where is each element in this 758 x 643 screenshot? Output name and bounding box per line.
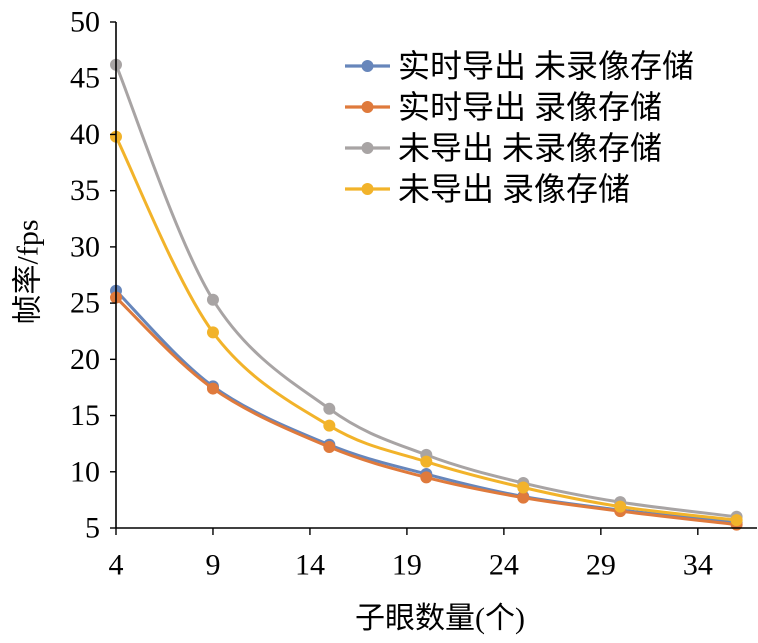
y-tick-label: 20	[70, 343, 100, 376]
data-point	[517, 491, 530, 504]
series	[110, 58, 743, 523]
data-point	[206, 293, 219, 306]
y-axis: 5 10 15 20 25 30 35 40 45 50	[70, 6, 117, 545]
data-point	[420, 471, 433, 484]
y-tick-label: 15	[70, 399, 100, 432]
y-tick-label: 35	[70, 174, 100, 207]
y-tick-label: 10	[70, 455, 100, 488]
legend-label: 实时导出 录像存储	[398, 89, 662, 125]
x-tick-label: 9	[205, 549, 220, 582]
y-tick-label: 50	[70, 6, 100, 39]
data-point	[517, 481, 530, 494]
x-tick-label: 4	[109, 549, 124, 582]
y-tick-label: 25	[70, 287, 100, 320]
x-axis: 4 9 14 19 24 29 34	[109, 527, 757, 582]
data-point	[614, 500, 627, 513]
x-ticks: 4 9 14 19 24 29 34	[109, 528, 713, 582]
legend-item: 实时导出 录像存储	[345, 89, 662, 125]
data-point	[323, 441, 336, 454]
legend-marker	[361, 183, 374, 195]
y-tick-label: 5	[85, 512, 100, 545]
x-tick-label: 19	[392, 549, 422, 582]
legend-item: 实时导出 未录像存储	[345, 48, 694, 84]
data-point	[730, 514, 743, 527]
data-point	[206, 326, 219, 339]
data-point	[206, 382, 219, 395]
legend-label: 未导出 未录像存储	[398, 130, 662, 166]
x-tick-label: 29	[586, 549, 616, 582]
y-axis-label: 帧率/fps	[12, 220, 45, 325]
legend-marker	[361, 101, 374, 113]
y-tick-label: 40	[70, 118, 100, 151]
series	[110, 291, 743, 531]
legend-label: 实时导出 未录像存储	[398, 48, 694, 84]
legend-label: 未导出 录像存储	[398, 171, 630, 207]
x-axis-label: 子眼数量(个)	[355, 602, 525, 635]
x-tick-label: 24	[489, 549, 519, 582]
y-tick-label: 30	[70, 230, 100, 263]
series-layer	[110, 58, 743, 531]
x-tick-label: 14	[295, 549, 325, 582]
y-ticks: 5 10 15 20 25 30 35 40 45 50	[70, 6, 116, 545]
series	[110, 130, 743, 527]
data-point	[420, 455, 433, 468]
data-point	[323, 419, 336, 432]
legend-item: 未导出 录像存储	[345, 171, 630, 207]
legend-item: 未导出 未录像存储	[345, 130, 662, 166]
y-tick-label: 45	[70, 62, 100, 95]
legend-marker	[361, 60, 374, 72]
x-tick-label: 34	[683, 549, 713, 582]
legend-marker	[361, 142, 374, 154]
data-point	[323, 402, 336, 415]
